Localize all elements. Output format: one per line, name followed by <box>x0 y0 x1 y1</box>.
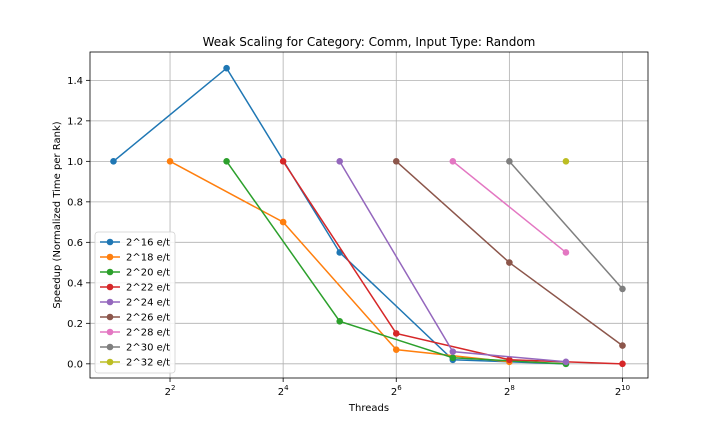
legend-label: 2^22 e/t <box>126 283 170 294</box>
grid <box>90 52 648 378</box>
y-tick-label: 0.8 <box>67 197 83 208</box>
y-tick-label: 0.4 <box>67 278 83 289</box>
data-point <box>392 158 400 165</box>
series-8 <box>562 158 570 165</box>
data-point <box>449 158 457 165</box>
data-point <box>449 348 457 355</box>
y-tick-label: 1.4 <box>67 76 83 87</box>
y-tick-label: 0.0 <box>67 359 83 370</box>
data-point <box>392 346 400 353</box>
legend: 2^16 e/t 2^18 e/t 2^20 e/t 2^22 e/t 2^24 e/t… <box>94 231 176 374</box>
legend-item: 2^22 e/t <box>100 283 170 294</box>
legend-item: 2^18 e/t <box>100 253 170 264</box>
legend-marker <box>106 328 114 336</box>
legend-item: 2^28 e/t <box>100 328 170 339</box>
legend-marker <box>106 268 114 276</box>
x-axis-label: Threads <box>348 403 389 414</box>
legend-item: 2^32 e/t <box>100 358 170 369</box>
legend-box <box>94 231 176 374</box>
legend-label: 2^26 e/t <box>126 313 170 324</box>
x-tick-label: 24 <box>278 384 289 398</box>
legend-marker <box>106 253 114 261</box>
legend-label: 2^16 e/t <box>126 238 170 249</box>
legend-item: 2^16 e/t <box>100 238 170 249</box>
legend-marker <box>106 313 114 321</box>
data-point <box>619 285 626 293</box>
x-tick-label: 28 <box>504 384 515 398</box>
legend-marker <box>106 343 114 351</box>
series-layer <box>110 64 626 368</box>
data-point <box>336 158 343 165</box>
y-tick-label: 0.6 <box>67 238 83 249</box>
data-point <box>336 318 343 325</box>
series-line <box>452 160 567 254</box>
y-tick-label: 1.2 <box>67 116 83 127</box>
series-4 <box>336 158 570 366</box>
legend-marker <box>106 358 114 366</box>
legend-label: 2^24 e/t <box>126 298 170 309</box>
data-point <box>110 158 117 165</box>
ticks: 22 24 26 28 210 0.0 0.2 0.4 0.6 0.8 1.0 1.2 1.4 <box>67 76 630 398</box>
data-point <box>449 354 457 362</box>
x-tick-label: 22 <box>165 384 176 398</box>
plot-frame <box>89 51 649 379</box>
data-point <box>506 259 513 266</box>
y-tick-label: 0.2 <box>67 319 83 330</box>
legend-label: 2^18 e/t <box>126 253 170 264</box>
legend-item: 2^26 e/t <box>100 313 170 324</box>
data-point <box>279 158 287 165</box>
legend-label: 2^20 e/t <box>126 268 170 279</box>
data-point <box>166 158 174 165</box>
data-point <box>619 360 626 368</box>
legend-item: 2^20 e/t <box>100 268 170 279</box>
data-point <box>279 218 287 226</box>
legend-marker <box>106 238 114 246</box>
y-tick-label: 1.0 <box>67 157 83 168</box>
data-point <box>562 158 570 165</box>
series-6 <box>449 158 570 256</box>
data-point <box>223 158 230 165</box>
data-point <box>392 330 400 337</box>
data-point <box>562 358 570 366</box>
chart-title: Weak Scaling for Category: Comm, Input T… <box>203 35 536 49</box>
x-tick-label: 210 <box>615 384 630 398</box>
series-7 <box>506 158 626 293</box>
legend-label: 2^30 e/t <box>126 343 170 354</box>
legend-item: 2^30 e/t <box>100 343 170 354</box>
data-point <box>506 158 513 165</box>
legend-item: 2^24 e/t <box>100 298 170 309</box>
data-point <box>562 249 570 256</box>
series-5 <box>392 158 626 349</box>
legend-label: 2^32 e/t <box>126 358 170 369</box>
series-line <box>508 160 624 290</box>
x-tick-label: 26 <box>391 384 402 398</box>
legend-marker <box>106 298 114 306</box>
data-point <box>223 64 230 72</box>
y-axis-label: Speedup (Normalized Time per Rank) <box>52 121 63 308</box>
legend-marker <box>106 283 114 291</box>
legend-label: 2^28 e/t <box>126 328 170 339</box>
data-point <box>506 356 513 364</box>
data-point <box>619 342 626 349</box>
